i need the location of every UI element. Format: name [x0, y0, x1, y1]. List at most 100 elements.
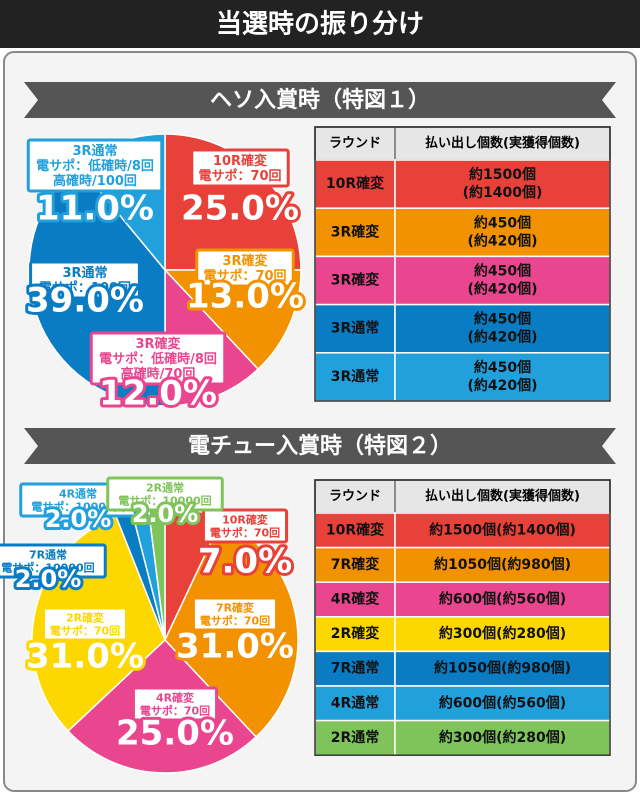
table-border: [314, 479, 611, 756]
table-header: [314, 126, 611, 161]
label-box: [89, 331, 227, 386]
slice-label: 7R確変: [216, 601, 254, 615]
slice-label: 電サポ：100回: [39, 280, 131, 296]
table-payout: 約450個: [474, 263, 531, 280]
table-round: 10R確変: [326, 175, 384, 192]
table-round: 3R確変: [331, 223, 380, 240]
table-cell: [314, 616, 396, 653]
label-box: [26, 138, 164, 193]
table-payout: 約450個: [474, 214, 531, 231]
table-cell: [394, 581, 611, 618]
table-payout: 約600個(約560個): [439, 591, 566, 608]
value-label: 25.0%: [181, 189, 299, 229]
slice-label: 2R確変: [66, 611, 104, 625]
label-box: [106, 476, 224, 512]
table-round: 7R確変: [331, 556, 380, 573]
label-box: [0, 543, 107, 579]
slice-label: 2R通常: [146, 481, 184, 495]
value-label: 25.0%: [116, 714, 234, 754]
table-round: 2R通常: [331, 729, 380, 746]
page-title: 当選時の振り分け: [216, 10, 424, 40]
table-payout: (約1400個): [463, 184, 543, 201]
table-round: 3R確変: [331, 272, 380, 289]
section-title: 電チュー入賞時（特図２）: [188, 433, 452, 459]
value-label: 2.0%: [15, 565, 82, 593]
slice-label: 4R確変: [156, 691, 194, 705]
table-cell: [394, 650, 611, 687]
slice-label: 電サポ：70回: [198, 168, 281, 184]
value-label: 12.0%: [99, 374, 217, 414]
table-payout: 約300個(約280個): [439, 729, 566, 746]
table-payout: (約420個): [467, 377, 537, 394]
table-cell: [394, 255, 611, 306]
table-payout: 約450個: [474, 359, 531, 376]
table-cell: [394, 303, 611, 354]
table-round: 7R通常: [331, 660, 380, 677]
table-payout: 約300個(約280個): [439, 625, 566, 642]
label-box: [29, 260, 141, 300]
label-box: [195, 248, 295, 288]
title-bar: [0, 0, 640, 48]
table-round: 10R確変: [326, 521, 384, 538]
slice-label: 電サポ：10000回: [31, 500, 124, 514]
table-header-cell: 払い出し個数(実獲得個数): [425, 135, 580, 151]
table-cell: [314, 546, 396, 583]
table-round: 3R通常: [331, 368, 380, 385]
table-payout: 約1500個: [469, 166, 536, 183]
table-payout: 約1050個(約980個): [434, 556, 571, 573]
table-cell: [314, 303, 396, 354]
label-box: [191, 596, 279, 632]
slice-label: 高確時/100回: [53, 173, 137, 189]
slice-label: 3R確変: [222, 253, 267, 269]
label-box: [201, 508, 289, 544]
slice-label: 電サポ：70回: [210, 526, 280, 540]
slice-label: 10R確変: [213, 153, 267, 169]
slice-label: 電サポ：70回: [200, 614, 270, 628]
table-payout: (約420個): [467, 329, 537, 346]
table-cell: [314, 685, 396, 722]
table-header-cell: ラウンド: [329, 136, 381, 151]
table-round: 3R通常: [331, 320, 380, 337]
slice-label: 7R通常: [29, 548, 67, 562]
table-payout: 約450個: [474, 311, 531, 328]
slice-label: 電サポ：低確時/8回: [36, 158, 154, 174]
table-header-cell: 払い出し個数(実獲得個数): [425, 488, 580, 504]
slice-label: 電サポ：70回: [203, 268, 286, 284]
value-label: 2.0%: [132, 500, 199, 528]
label-box: [41, 606, 129, 642]
slice-label: 電サポ：10000回: [1, 561, 94, 575]
table-border: [314, 126, 611, 402]
table-round: 4R通常: [331, 694, 380, 711]
section-banner: [24, 428, 616, 464]
table-payout: 約600個(約560個): [439, 694, 566, 711]
table-cell: [394, 616, 611, 653]
label-box: [190, 148, 290, 188]
table-cell: [314, 352, 396, 402]
table-payout: 約1500個(約1400個): [429, 521, 576, 538]
value-label: 39.0%: [26, 281, 144, 321]
label-box: [131, 686, 219, 722]
slice-label: 3R通常: [72, 143, 117, 159]
pie-slice: [163, 269, 302, 371]
section-banner: [24, 82, 616, 118]
table-cell: [394, 352, 611, 402]
slice-label: 電サポ：70回: [140, 704, 210, 718]
slice-label: 電サポ：10000回: [118, 494, 211, 508]
table-cell: [314, 207, 396, 258]
section-title: ヘソ入賞時（特図１）: [210, 87, 430, 113]
slice-label: 4R通常: [59, 487, 97, 501]
slice-label: 電サポ：低確時/8回: [99, 351, 217, 367]
slice-label: 高確時/70回: [121, 366, 196, 382]
value-label: 31.0%: [176, 627, 294, 667]
slice-label: 3R確変: [135, 336, 180, 352]
table-payout: (約420個): [467, 232, 537, 249]
value-label: 2.0%: [45, 505, 112, 533]
table-payout: 約1050個(約980個): [434, 660, 571, 677]
table-round: 4R確変: [331, 591, 380, 608]
value-label: 11.0%: [36, 189, 154, 229]
table-cell: [394, 685, 611, 722]
table-cell: [314, 581, 396, 618]
table-round: 2R確変: [331, 625, 380, 642]
slice-label: 10R確変: [222, 513, 268, 527]
